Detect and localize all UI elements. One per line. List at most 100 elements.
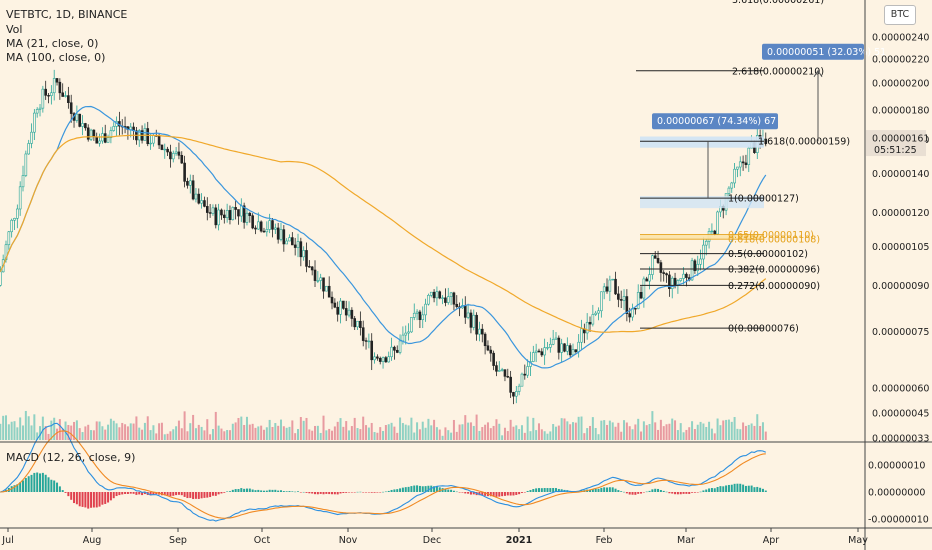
volume-bar	[668, 423, 671, 440]
macd-histogram-bar	[464, 492, 467, 494]
volume-bar	[535, 430, 538, 440]
macd-histogram-bar	[333, 492, 336, 495]
macd-histogram-bar	[294, 491, 297, 493]
price-tick-label: 0.00000105	[872, 242, 929, 253]
candle-body	[537, 350, 541, 353]
candle-body	[356, 320, 359, 328]
candle-body	[225, 210, 229, 219]
macd-histogram-bar	[631, 492, 634, 495]
candle-body	[220, 209, 223, 216]
macd-histogram-bar	[13, 485, 16, 492]
volume-bar	[345, 421, 348, 440]
macd-histogram-bar	[682, 492, 685, 494]
macd-histogram-bar	[589, 489, 592, 492]
volume-bar	[291, 420, 294, 440]
macd-histogram-bar	[132, 492, 135, 494]
candle-body	[435, 291, 439, 299]
volume-bar	[47, 433, 50, 440]
volume-bar	[506, 431, 509, 440]
volume-bar	[574, 422, 577, 440]
candle-body	[653, 255, 657, 259]
candle-body	[421, 314, 425, 321]
volume-bar	[467, 422, 470, 440]
volume-bar	[342, 426, 345, 440]
candle-body	[316, 280, 320, 282]
candle-body	[234, 207, 237, 210]
macd-histogram-bar	[274, 489, 277, 492]
volume-bar	[44, 425, 47, 440]
macd-histogram-bar	[390, 489, 393, 492]
macd-histogram-bar	[674, 492, 677, 495]
volume-bar	[393, 426, 396, 440]
candle-body	[330, 296, 334, 304]
candle-body	[33, 112, 36, 133]
volume-bar	[265, 427, 268, 440]
volume-bar	[691, 421, 694, 440]
candle-body	[648, 274, 651, 282]
macd-histogram-bar	[109, 492, 112, 501]
candle-body	[713, 230, 717, 235]
price-tick-label: 0.00000075	[872, 327, 929, 338]
volume-bar	[427, 418, 430, 440]
volume-bar	[172, 429, 175, 440]
currency-badge[interactable]: BTC	[884, 5, 916, 25]
volume-bar	[540, 429, 543, 440]
candle-body	[293, 244, 297, 248]
countdown-label: 05:51:25	[874, 145, 917, 156]
volume-bar	[274, 423, 277, 440]
candle-body	[699, 258, 702, 265]
macd-histogram-bar	[217, 492, 220, 495]
macd-histogram-bar	[75, 492, 78, 505]
volume-bar	[433, 419, 436, 440]
macd-histogram-bar	[115, 492, 118, 497]
volume-bar	[418, 429, 421, 440]
candle-body	[390, 346, 393, 358]
candle-body	[333, 302, 337, 308]
candle-body	[554, 337, 558, 340]
volume-bar	[0, 423, 2, 440]
macd-histogram-bar	[305, 492, 308, 493]
macd-histogram-bar	[101, 492, 104, 505]
macd-histogram-bar	[316, 492, 319, 495]
macd-histogram-bar	[260, 490, 263, 492]
price-tick-label: 0.00000240	[872, 33, 929, 44]
candle-body	[228, 210, 232, 221]
candle-body	[367, 340, 371, 343]
volume-bar	[166, 433, 169, 440]
candle-body	[203, 200, 206, 207]
candle-body	[265, 229, 269, 233]
volume-bar	[92, 430, 95, 440]
candle-body	[449, 292, 453, 297]
candle-body	[651, 255, 654, 275]
macd-histogram-bar	[512, 492, 515, 496]
volume-bar	[384, 425, 387, 440]
volume-bar	[472, 425, 475, 440]
volume-bar	[481, 427, 484, 440]
volume-bar	[223, 431, 226, 440]
macd-histogram-bar	[535, 488, 538, 492]
volume-bar	[328, 428, 331, 440]
time-tick-label: Apr	[763, 535, 780, 546]
macd-histogram-bar	[705, 489, 708, 492]
volume-bar	[356, 428, 359, 440]
candle-body	[282, 229, 286, 245]
candle-body	[636, 291, 640, 309]
candle-body	[339, 300, 342, 315]
candle-body	[16, 208, 19, 219]
candle-body	[180, 155, 184, 164]
candle-body	[30, 131, 33, 144]
volume-bar	[569, 424, 572, 440]
macd-histogram-bar	[183, 492, 186, 497]
macd-histogram-bar	[50, 479, 53, 492]
candle-body	[710, 230, 714, 233]
volume-bar	[759, 425, 762, 440]
time-tick-label: Dec	[423, 535, 441, 546]
candle-body	[546, 347, 549, 349]
macd-histogram-bar	[44, 474, 47, 492]
volume-bar	[572, 422, 574, 440]
candle-body	[214, 207, 218, 226]
macd-histogram-bar	[693, 492, 696, 493]
candle-body	[112, 126, 116, 131]
macd-histogram-bar	[540, 488, 543, 492]
macd-histogram-bar	[492, 492, 495, 497]
